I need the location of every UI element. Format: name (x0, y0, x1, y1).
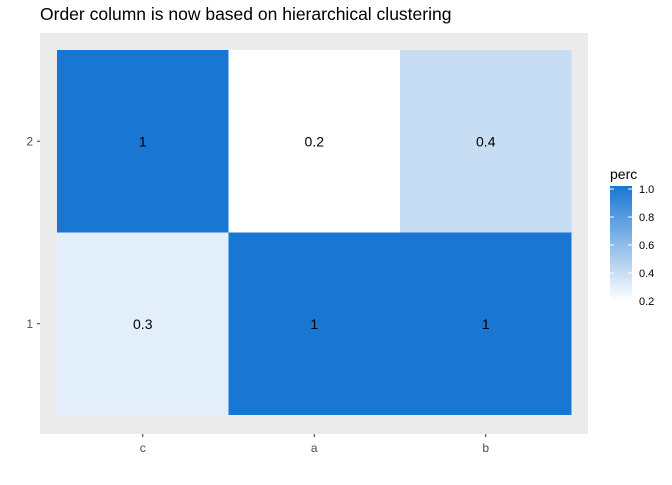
legend-break-label: 0.6 (639, 240, 654, 252)
cell-label-b-2: 0.4 (476, 133, 496, 149)
cell-label-c-1: 0.3 (133, 316, 153, 332)
heatmap-cell-a-2 (228, 50, 400, 233)
heatmap-cell-a-1 (228, 232, 400, 415)
x-tick-label-a: a (311, 441, 318, 455)
legend-break-label: 1.0 (639, 184, 654, 196)
legend-break-label: 0.8 (639, 212, 654, 224)
heatmap-cell-c-2 (57, 50, 229, 233)
cell-label-b-1: 1 (482, 316, 490, 332)
legend-colorbar (610, 186, 632, 301)
heatmap-cell-c-1 (57, 232, 229, 415)
legend-title: perc (610, 166, 637, 182)
cell-labels: 1 0.2 0.4 0.3 1 1 (133, 133, 496, 332)
x-tick-label-b: b (482, 441, 489, 455)
cell-label-a-2: 0.2 (305, 133, 325, 149)
heatmap-cells (57, 50, 572, 415)
legend-break-label: 0.4 (639, 268, 654, 280)
y-axis: 12 (26, 134, 40, 331)
legend: perc 1.0 0.8 0.6 0.4 0.2 (610, 166, 654, 308)
y-tick-label-2: 2 (26, 134, 33, 148)
cell-label-c-2: 1 (139, 133, 147, 149)
y-tick-label-1: 1 (26, 317, 33, 331)
cell-label-a-1: 1 (310, 316, 318, 332)
legend-break-label: 0.2 (639, 296, 654, 308)
chart-title: Order column is now based on hierarchica… (40, 4, 452, 24)
x-tick-label-c: c (140, 441, 146, 455)
heatmap-cell-b-1 (400, 232, 572, 415)
heatmap-cell-b-2 (400, 50, 572, 233)
